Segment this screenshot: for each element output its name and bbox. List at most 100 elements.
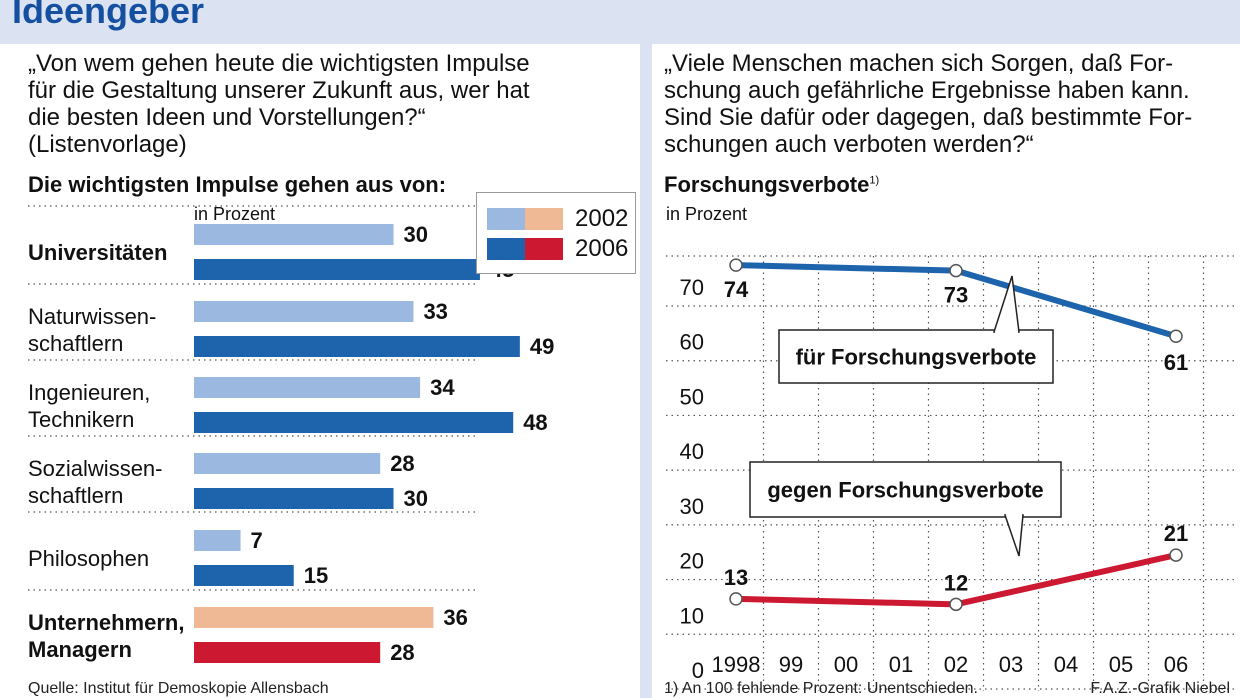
legend-label-2006: 2006	[575, 235, 629, 262]
legend-item-2002: 2002	[487, 205, 629, 232]
category-label: schaftlern	[28, 483, 123, 508]
bar-chart-heading: Die wichtigsten Impulse gehen aus von:	[28, 172, 447, 197]
data-label-2006: 48	[523, 410, 547, 435]
series-callout-label: für Forschungsverbote	[796, 345, 1037, 370]
data-label-2002: 34	[430, 375, 455, 400]
category-label: Universitäten	[28, 240, 167, 265]
series-callout-box	[778, 329, 1054, 384]
left-question-line: die besten Ideen und Vorstellungen?“	[28, 104, 426, 131]
data-value-label: 73	[944, 283, 968, 308]
y-tick-label: 40	[680, 439, 704, 464]
left-question-line: „Von wem gehen heute die wichtigsten Imp…	[28, 50, 530, 77]
legend-swatch-2006-red	[525, 238, 563, 260]
bar-2006	[194, 488, 394, 509]
y-tick-label: 10	[680, 603, 704, 628]
data-point-marker	[729, 258, 743, 272]
data-point-marker	[1169, 329, 1183, 343]
y-tick-label: 50	[680, 384, 704, 409]
footnote-marker: 1)	[869, 174, 880, 187]
data-label-2006: 15	[304, 563, 328, 588]
data-label-2002: 30	[404, 222, 428, 247]
data-value-label: 74	[724, 277, 749, 302]
bar-2002	[194, 607, 434, 628]
legend-label-2002: 2002	[575, 205, 629, 232]
line-chart-heading: Forschungsverbote1)	[664, 172, 879, 198]
series-callout-label: gegen Forschungsverbote	[767, 478, 1043, 503]
category-label: schaftlern	[28, 331, 123, 356]
right-panel: „Viele Menschen machen sich Sorgen, daß …	[652, 44, 1240, 698]
data-label-2006: 49	[530, 334, 554, 359]
line-chart: 0 10 20 30 40 50 60 70 1998 99 00 01 02 03 04 05 06 74 73 6…	[666, 255, 1234, 691]
category-label: Naturwissen-	[28, 304, 156, 329]
callout-pointer	[1003, 514, 1024, 557]
category-label: Philosophen	[28, 546, 149, 571]
right-question-line: schung auch gefährliche Ergebnisse haben…	[664, 77, 1190, 104]
legend-swatch-2002-orange	[525, 208, 563, 230]
category-label: Unternehmern,	[28, 610, 184, 635]
line-chart-unit: in Prozent	[666, 204, 748, 224]
bar-2006	[194, 336, 520, 357]
x-tick-label: 02	[944, 652, 968, 677]
legend-swatch-2002-blue	[487, 208, 525, 230]
bar-2002	[194, 224, 394, 245]
left-question: „Von wem gehen heute die wichtigsten Imp…	[28, 50, 530, 158]
bar-2006	[194, 642, 381, 663]
series-callout-box	[749, 461, 1062, 518]
category-label: Technikern	[28, 407, 134, 432]
x-tick-label: 03	[999, 652, 1023, 677]
bar-2006	[194, 565, 294, 586]
bar-2002	[194, 301, 414, 322]
bar-chart: 3043Universitäten3349Naturwissen-schaftl…	[28, 205, 554, 665]
line-chart-title: Forschungsverbote	[664, 172, 870, 197]
category-label: Sozialwissen-	[28, 456, 163, 481]
data-value-label: 21	[1164, 521, 1188, 546]
right-question-line: schungen auch verboten werden?“	[664, 131, 1034, 158]
data-point-marker	[949, 263, 963, 278]
data-label-2002: 36	[443, 605, 467, 630]
y-tick-label: 70	[680, 275, 704, 300]
x-tick-label: 99	[779, 652, 803, 677]
data-point-marker	[949, 597, 963, 612]
x-tick-label: 04	[1054, 652, 1078, 677]
left-panel: „Von wem gehen heute die wichtigsten Imp…	[0, 44, 640, 698]
bar-2006	[194, 259, 480, 280]
left-question-line: für die Gestaltung unserer Zukunft aus, …	[28, 77, 530, 104]
x-tick-label: 1998	[712, 652, 761, 677]
left-question-line: (Listenvorlage)	[28, 131, 187, 158]
bar-2002	[194, 377, 421, 398]
right-question-line: „Viele Menschen machen sich Sorgen, daß …	[664, 50, 1174, 77]
bar-2006	[194, 412, 514, 433]
graphic-credit: F.A.Z.-Grafik Niebel	[1090, 680, 1230, 697]
data-value-label: 13	[724, 565, 748, 590]
data-label-2006: 28	[390, 640, 414, 665]
bar-chart-unit: in Prozent	[194, 204, 276, 224]
right-question: „Viele Menschen machen sich Sorgen, daß …	[664, 50, 1192, 158]
data-point-marker	[729, 592, 743, 606]
y-tick-label: 20	[680, 549, 704, 574]
category-label: Managern	[28, 637, 132, 662]
data-value-label: 12	[944, 570, 968, 595]
x-tick-label: 00	[834, 652, 858, 677]
bar-2002	[194, 530, 241, 551]
page-title: Ideengeber	[12, 0, 205, 31]
y-tick-label: 0	[692, 658, 704, 683]
x-tick-label: 06	[1164, 652, 1188, 677]
legend-swatch-2006-blue	[487, 238, 525, 260]
source-note: Quelle: Institut für Demoskopie Allensba…	[28, 680, 329, 697]
footnote: 1) An 100 fehlende Prozent: Unentschiede…	[664, 680, 978, 697]
y-tick-label: 60	[680, 330, 704, 355]
legend-item-2006: 2006	[487, 235, 629, 262]
data-label-2002: 28	[390, 451, 414, 476]
x-tick-label: 01	[889, 652, 913, 677]
data-label-2002: 33	[423, 299, 447, 324]
legend: 2002 2006	[476, 192, 636, 274]
bar-2002	[194, 453, 381, 474]
category-label: Ingenieuren,	[28, 380, 150, 405]
right-question-line: Sind Sie dafür oder dagegen, daß bestimm…	[664, 104, 1193, 131]
x-tick-label: 05	[1109, 652, 1133, 677]
y-tick-label: 30	[680, 494, 704, 519]
data-label-2002: 7	[251, 528, 263, 553]
data-label-2006: 30	[404, 486, 428, 511]
data-point-marker	[1169, 548, 1183, 562]
data-value-label: 61	[1164, 350, 1188, 375]
